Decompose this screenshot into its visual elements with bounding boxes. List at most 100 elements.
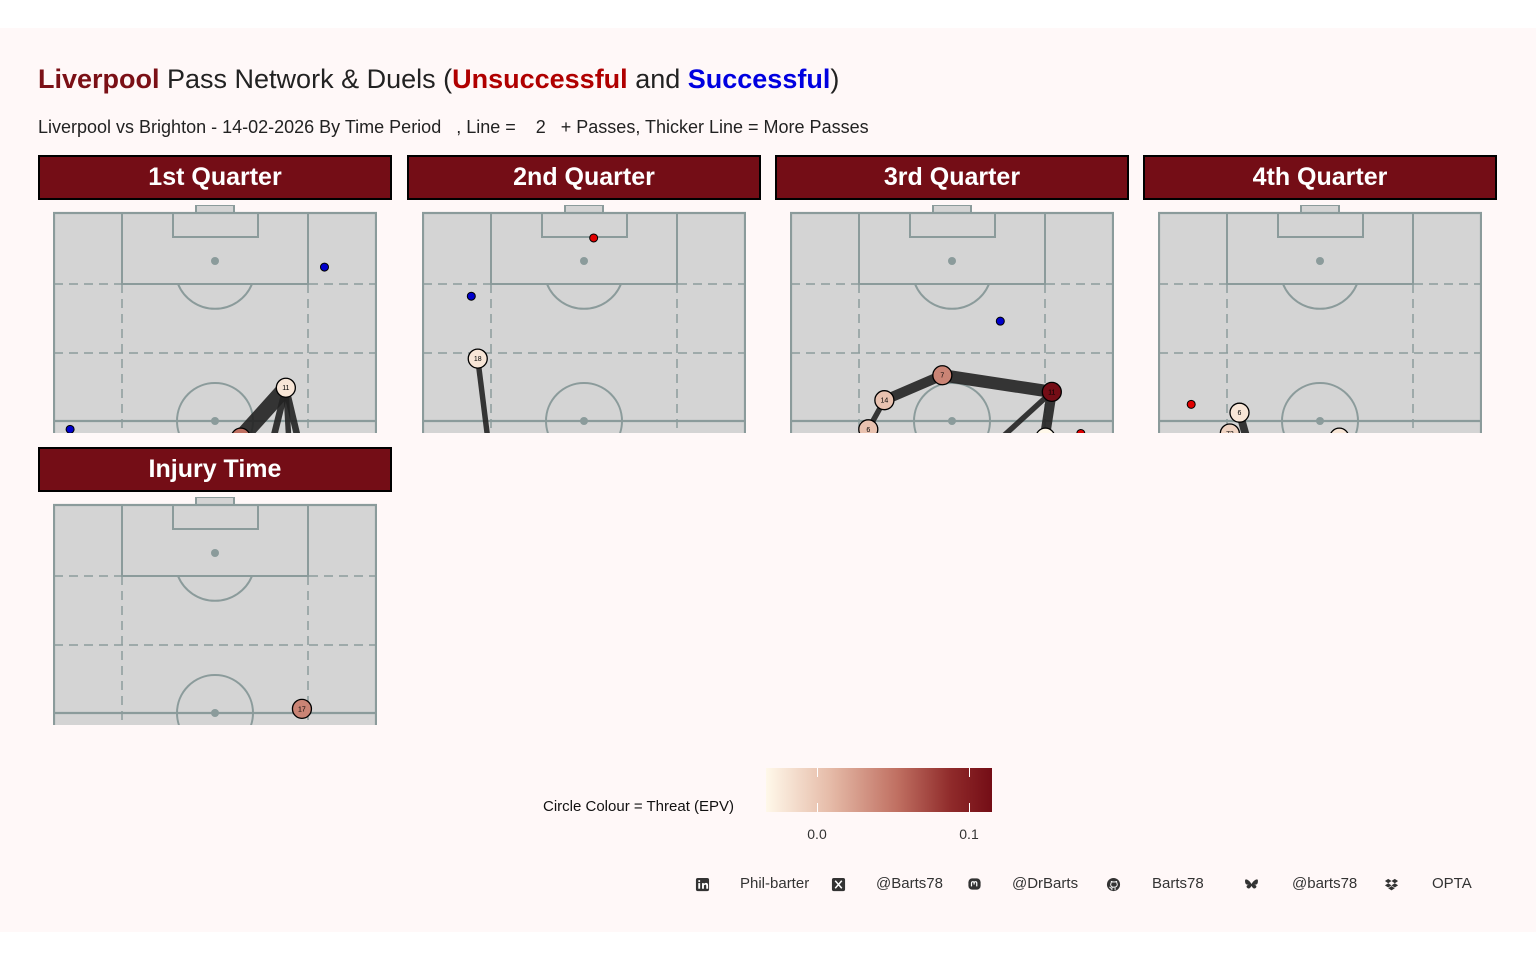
center-circle (176, 674, 254, 725)
center-circle (1281, 382, 1359, 433)
x-icon[interactable] (831, 877, 846, 892)
player-label-17: 17 (298, 706, 306, 713)
panel-strip-3: 3rd Quarter (775, 155, 1129, 200)
penalty-spot (580, 257, 588, 265)
player-label-11: 11 (1048, 389, 1055, 396)
pass-line-8-11 (271, 386, 290, 433)
footer-mastodon-text[interactable]: @DrBarts (1012, 875, 1079, 892)
successful-duel-point-0 (995, 316, 1005, 326)
player-node-11 (1041, 381, 1062, 403)
player-node-14 (874, 390, 895, 411)
player-node-7 (932, 365, 953, 386)
chart-title: Liverpool Pass Network & Duels (Unsucces… (38, 64, 839, 95)
penalty-spot (211, 549, 219, 557)
player-node-17 (1036, 427, 1055, 433)
player-node-7 (231, 427, 250, 433)
pass-line-7-11 (234, 382, 292, 433)
pitch-panel-4: 67317224210481811 (1158, 205, 1482, 433)
pitch-surface (422, 211, 746, 433)
penalty-spot (948, 257, 956, 265)
player-label-6: 6 (1238, 410, 1242, 417)
pitch-surface (53, 211, 377, 433)
center-spot (211, 417, 219, 425)
penalty-arc (177, 575, 253, 602)
player-node-6 (858, 419, 879, 433)
legend-colorbar (766, 768, 992, 812)
pitch-panel-1: 146101847811175 (53, 205, 377, 433)
pitch-surface (790, 211, 1114, 433)
successful-duel-point-1 (65, 424, 75, 433)
footer-x-text[interactable]: @Barts78 (876, 875, 943, 892)
bluesky-icon[interactable] (1244, 877, 1259, 892)
center-spot (211, 709, 219, 717)
player-label-11: 11 (282, 385, 289, 392)
legend-label-0: 0.0 (807, 826, 827, 842)
unsuccessful-duel-point-5 (1076, 428, 1086, 433)
center-spot (580, 417, 588, 425)
title-and: and (627, 64, 688, 94)
player-node-17 (291, 698, 313, 719)
footer-github-text[interactable]: Barts78 (1152, 875, 1204, 892)
player-node-6 (1229, 402, 1250, 423)
pass-line-11-5 (283, 387, 292, 433)
player-label-6: 6 (866, 427, 870, 433)
pitch-surface (53, 503, 377, 725)
goal-box (195, 497, 235, 506)
penalty-arc (546, 283, 622, 310)
player-node-18 (467, 348, 488, 369)
center-spot (948, 417, 956, 425)
six-yard-box (172, 212, 259, 238)
epv-legend: Circle Colour = Threat (EPV) 0.0 0.1 (543, 756, 1013, 856)
player-node-73 (1219, 423, 1240, 433)
title-team: Liverpool (38, 64, 160, 94)
pass-line-18-11 (1002, 389, 1054, 433)
penalty-spot (1316, 257, 1324, 265)
center-circle (913, 382, 991, 433)
github-icon[interactable] (1106, 877, 1121, 892)
pitch-markings (422, 205, 746, 433)
pass-line-11-8 (1040, 391, 1057, 433)
goal-box (1300, 205, 1340, 214)
player-label-18: 18 (474, 356, 482, 363)
legend-tick-top-0 (817, 768, 818, 777)
panel-strip-2: 2nd Quarter (407, 155, 761, 200)
player-label-14: 14 (880, 398, 888, 405)
player-label-7: 7 (940, 373, 944, 380)
chart-subtitle: Liverpool vs Brighton - 14-02-2026 By Ti… (38, 117, 869, 137)
penalty-arc (177, 283, 253, 310)
player-label-73: 73 (1226, 431, 1234, 433)
six-yard-box (1277, 212, 1364, 238)
mastodon-icon[interactable] (967, 877, 982, 892)
player-node-11 (275, 377, 296, 398)
successful-duel-point-0 (319, 262, 329, 272)
goal-box (932, 205, 972, 214)
dropbox-icon[interactable] (1384, 877, 1399, 892)
unsuccessful-duel-point-0 (1186, 399, 1196, 409)
center-circle (545, 382, 623, 433)
pitch-panel-2: 1864581117710 (422, 205, 746, 433)
goal-box (195, 205, 235, 214)
panel-strip-1: 1st Quarter (38, 155, 392, 200)
pass-line-6-10 (1235, 411, 1250, 433)
footer-bluesky-text[interactable]: @barts78 (1292, 875, 1358, 892)
title-successful: Successful (687, 64, 831, 94)
pitch-markings (53, 497, 377, 725)
legend-title: Circle Colour = Threat (EPV) (543, 798, 735, 815)
legend-tick-bottom-0 (817, 803, 818, 812)
goal-box (564, 205, 604, 214)
panel-strip-5: Injury Time (38, 447, 392, 492)
legend-tick-top-1 (969, 768, 970, 777)
pitch-surface (1158, 211, 1482, 433)
pass-line-14-7 (882, 370, 945, 405)
linkedin-icon[interactable] (695, 877, 710, 892)
penalty-arc (914, 283, 990, 310)
footer-data-source-text[interactable]: OPTA (1432, 875, 1472, 892)
footer-linkedin-text[interactable]: Phil-barter (740, 875, 810, 892)
pitch-markings (790, 205, 1114, 433)
unsuccessful-duel-point-0 (589, 233, 599, 243)
legend-tick-bottom-1 (969, 803, 970, 812)
panel-strip-4: 4th Quarter (1143, 155, 1497, 200)
title-middle: Pass Network & Duels ( (159, 64, 453, 94)
pass-line-18-4 (475, 358, 490, 433)
player-node-18 (1330, 427, 1349, 433)
